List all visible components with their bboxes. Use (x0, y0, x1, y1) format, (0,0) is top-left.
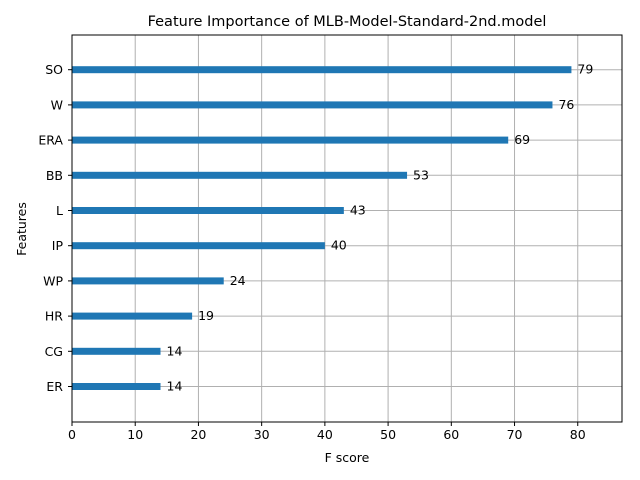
bar (72, 136, 509, 144)
y-axis-label: Features (14, 202, 29, 256)
x-tick-label: 30 (254, 427, 270, 442)
bars (72, 66, 572, 390)
bar (72, 347, 161, 355)
value-label: 19 (198, 308, 214, 323)
value-label: 14 (167, 343, 183, 358)
value-label: 76 (558, 97, 574, 112)
bar (72, 207, 344, 214)
chart-title: Feature Importance of MLB-Model-Standard… (148, 14, 547, 30)
y-tick-label: IP (52, 238, 64, 253)
x-tick-label: 10 (127, 427, 143, 442)
bar (72, 312, 193, 320)
y-tick-label: CG (45, 344, 63, 359)
value-label: 40 (331, 238, 347, 253)
y-tick-label: ERA (38, 133, 63, 148)
x-tick-label: 80 (570, 427, 586, 442)
y-tick-label: ER (46, 379, 63, 394)
x-tick-label: 0 (68, 427, 76, 442)
x-tick-label: 40 (317, 427, 333, 442)
value-label: 14 (167, 379, 183, 394)
bar (72, 171, 408, 179)
bar (72, 66, 572, 74)
bar (72, 101, 553, 109)
x-tick-label: 20 (190, 427, 206, 442)
bar (72, 383, 161, 390)
value-labels: 79 76 69 53 43 40 24 19 14 14 (167, 62, 594, 394)
x-tick-label: 60 (443, 427, 459, 442)
x-tick-label: 50 (380, 427, 396, 442)
y-tick-label: WP (43, 273, 63, 288)
bar (72, 277, 224, 285)
y-tick-label: L (56, 203, 63, 218)
value-label: 43 (350, 203, 366, 218)
x-axis-label: F score (325, 450, 370, 465)
x-tick-label: 70 (507, 427, 523, 442)
plot-frame (71, 34, 623, 423)
y-tick-label: W (51, 97, 63, 112)
y-tick-label: HR (45, 309, 63, 324)
y-tick-label: SO (45, 62, 63, 77)
value-label: 24 (230, 273, 246, 288)
value-label: 69 (514, 132, 530, 147)
value-label: 53 (413, 167, 429, 182)
bar (72, 242, 325, 250)
ticks: 0 10 20 30 40 50 60 70 80 SO W ERA BB L IP WP HR CG ER (38, 62, 585, 442)
value-label: 79 (577, 62, 593, 77)
grid (71, 35, 622, 422)
y-tick-label: BB (46, 168, 63, 183)
